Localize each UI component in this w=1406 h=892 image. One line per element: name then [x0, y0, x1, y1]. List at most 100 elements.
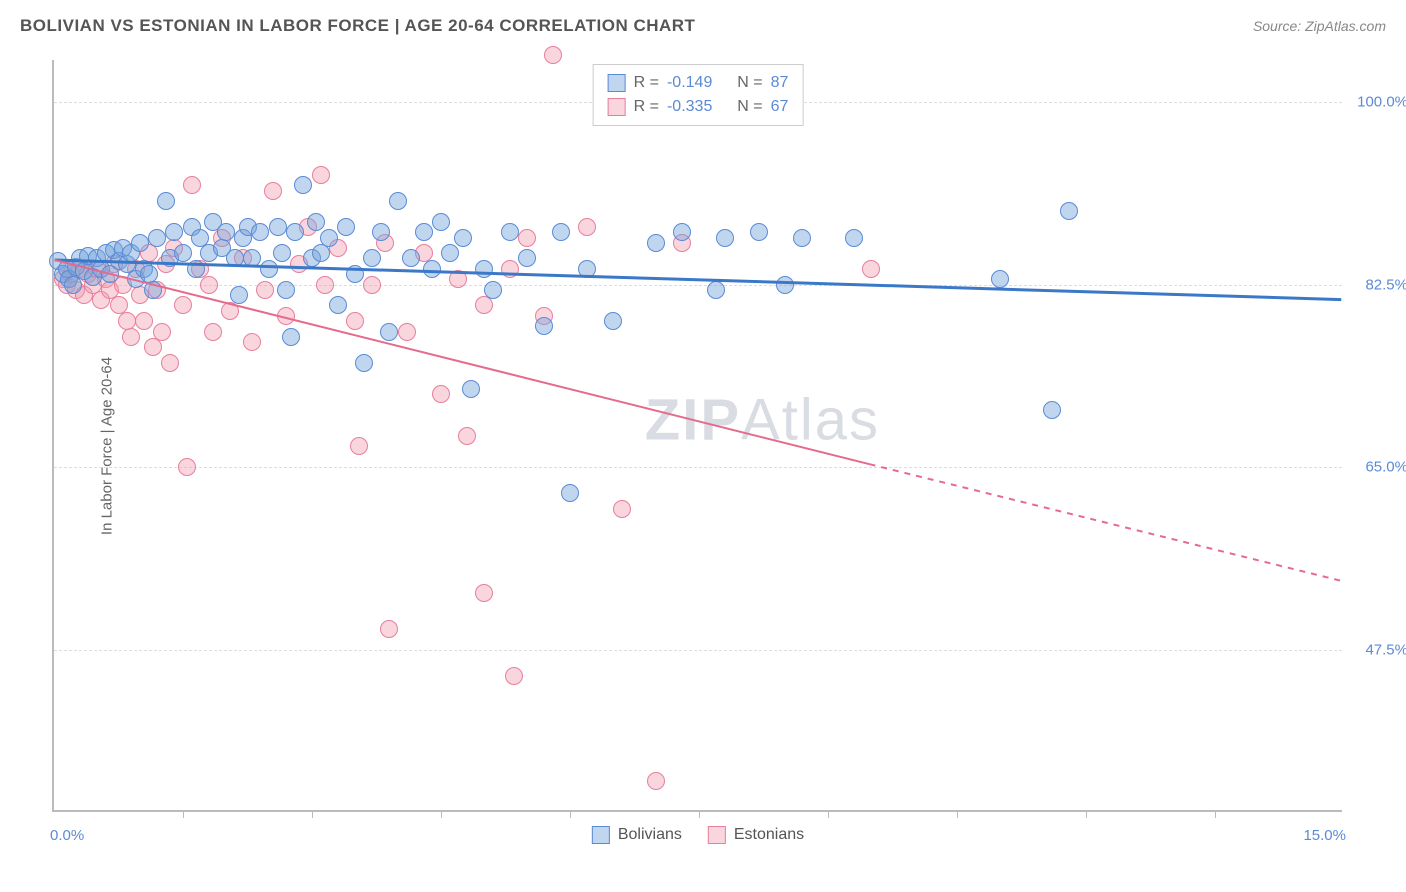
scatter-point-b [204, 323, 222, 341]
x-tick [828, 810, 829, 818]
scatter-point-b [312, 166, 330, 184]
scatter-point-a [475, 260, 493, 278]
scatter-point-a [1043, 401, 1061, 419]
scatter-point-a [991, 270, 1009, 288]
scatter-point-b [153, 323, 171, 341]
y-tick-label: 65.0% [1348, 459, 1406, 476]
gridline [54, 467, 1342, 468]
x-tick [312, 810, 313, 818]
trend-lines [54, 60, 1342, 810]
scatter-point-b [277, 307, 295, 325]
scatter-point-a [1060, 202, 1078, 220]
scatter-point-a [415, 223, 433, 241]
plot-area: ZIPAtlas R = -0.149 N = 87 R = -0.335 N … [52, 60, 1342, 812]
legend-n-label: N = [737, 95, 762, 119]
x-tick [1086, 810, 1087, 818]
scatter-point-a [423, 260, 441, 278]
scatter-point-b [161, 354, 179, 372]
scatter-point-a [312, 244, 330, 262]
scatter-point-a [535, 317, 553, 335]
scatter-point-b [380, 620, 398, 638]
scatter-point-a [157, 192, 175, 210]
scatter-point-a [230, 286, 248, 304]
scatter-point-a [462, 380, 480, 398]
scatter-point-a [329, 296, 347, 314]
legend-item: Bolivians [592, 826, 682, 844]
scatter-point-a [269, 218, 287, 236]
scatter-point-b [578, 218, 596, 236]
scatter-point-a [363, 249, 381, 267]
legend-correlation: R = -0.149 N = 87 R = -0.335 N = 67 [593, 64, 804, 126]
scatter-point-a [432, 213, 450, 231]
legend-r-value: -0.335 [667, 95, 712, 119]
scatter-point-b [544, 46, 562, 64]
scatter-point-a [484, 281, 502, 299]
watermark-light: Atlas [741, 388, 880, 453]
scatter-point-b [243, 333, 261, 351]
scatter-point-a [355, 354, 373, 372]
scatter-point-a [282, 328, 300, 346]
scatter-point-a [673, 223, 691, 241]
x-tick [699, 810, 700, 818]
x-tick [1215, 810, 1216, 818]
legend-n-value: 87 [771, 71, 789, 95]
scatter-point-b [316, 276, 334, 294]
legend-row: R = -0.149 N = 87 [608, 71, 789, 95]
scatter-point-a [402, 249, 420, 267]
scatter-point-b [264, 182, 282, 200]
gridline [54, 285, 1342, 286]
scatter-point-a [277, 281, 295, 299]
scatter-point-a [372, 223, 390, 241]
legend-n-label: N = [737, 71, 762, 95]
legend-swatch-a [608, 74, 626, 92]
scatter-point-b [398, 323, 416, 341]
x-max-label: 15.0% [1303, 827, 1346, 844]
legend-label-a: Bolivians [618, 826, 682, 844]
scatter-point-a [380, 323, 398, 341]
scatter-point-a [131, 234, 149, 252]
scatter-point-a [441, 244, 459, 262]
legend-swatch-a [592, 826, 610, 844]
scatter-point-b [183, 176, 201, 194]
chart-title: BOLIVIAN VS ESTONIAN IN LABOR FORCE | AG… [20, 16, 695, 36]
scatter-point-b [647, 772, 665, 790]
scatter-point-a [647, 234, 665, 252]
scatter-point-a [243, 249, 261, 267]
scatter-point-a [776, 276, 794, 294]
scatter-point-b [200, 276, 218, 294]
legend-series: Bolivians Estonians [592, 826, 804, 844]
legend-label-b: Estonians [734, 826, 804, 844]
scatter-point-b [122, 328, 140, 346]
x-min-label: 0.0% [50, 827, 84, 844]
scatter-point-b [363, 276, 381, 294]
legend-swatch-b [708, 826, 726, 844]
scatter-point-b [518, 229, 536, 247]
scatter-point-a [501, 223, 519, 241]
legend-r-value: -0.149 [667, 71, 712, 95]
scatter-point-b [432, 385, 450, 403]
scatter-point-a [750, 223, 768, 241]
scatter-point-a [707, 281, 725, 299]
scatter-point-a [845, 229, 863, 247]
source-label: Source: ZipAtlas.com [1253, 18, 1386, 34]
legend-n-value: 67 [771, 95, 789, 119]
x-tick [183, 810, 184, 818]
x-tick [957, 810, 958, 818]
scatter-point-a [793, 229, 811, 247]
gridline [54, 650, 1342, 651]
scatter-point-a [337, 218, 355, 236]
scatter-point-b [135, 312, 153, 330]
scatter-point-b [475, 584, 493, 602]
scatter-point-a [144, 281, 162, 299]
legend-row: R = -0.335 N = 67 [608, 95, 789, 119]
scatter-point-a [217, 223, 235, 241]
scatter-point-a [389, 192, 407, 210]
scatter-point-a [165, 223, 183, 241]
scatter-point-b [221, 302, 239, 320]
legend-item: Estonians [708, 826, 804, 844]
scatter-point-b [862, 260, 880, 278]
x-tick [570, 810, 571, 818]
scatter-point-a [604, 312, 622, 330]
scatter-point-b [613, 500, 631, 518]
scatter-point-a [518, 249, 536, 267]
